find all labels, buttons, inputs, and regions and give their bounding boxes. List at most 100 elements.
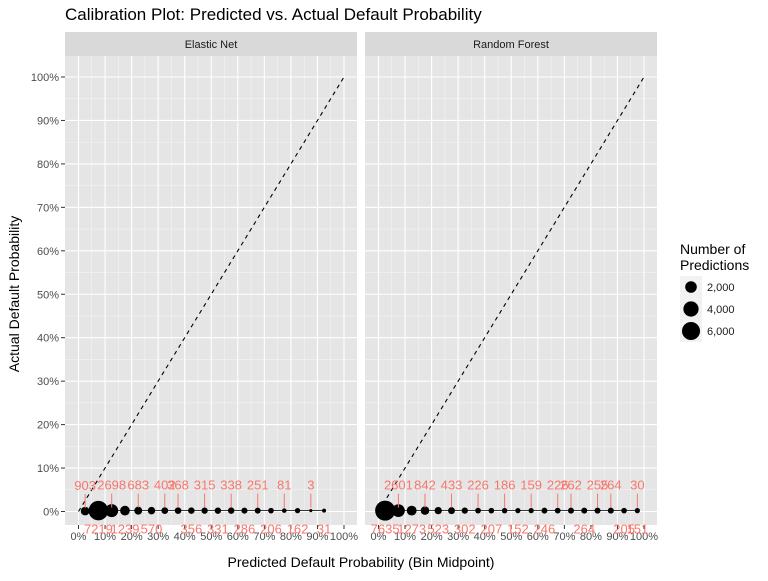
data-point — [282, 508, 287, 513]
data-label: 151 — [627, 522, 649, 537]
data-point — [475, 508, 481, 514]
legend-key-label: 2,000 — [707, 282, 735, 294]
y-tick-label: 40% — [37, 333, 59, 345]
y-tick-label: 50% — [37, 289, 59, 301]
data-point — [241, 508, 247, 514]
facet-panel: Elastic Net0%10%20%30%40%50%60%70%80%90%… — [65, 32, 358, 543]
data-point — [255, 508, 261, 514]
data-label: 570 — [141, 522, 163, 537]
data-point — [215, 507, 221, 513]
data-label: 30 — [630, 478, 644, 493]
data-label: 3 — [307, 478, 314, 493]
facet-strip-label: Random Forest — [473, 39, 549, 51]
data-label: 251 — [247, 478, 269, 493]
data-point — [541, 508, 547, 514]
data-point — [529, 508, 534, 513]
data-label: 842 — [414, 478, 436, 493]
y-tick-label: 70% — [37, 202, 59, 214]
data-point — [322, 509, 326, 513]
data-label: 31 — [317, 522, 331, 537]
data-label: 162 — [287, 522, 309, 537]
data-point — [407, 506, 417, 516]
data-point — [568, 508, 574, 514]
data-point — [595, 508, 601, 514]
y-tick-label: 0% — [43, 507, 59, 519]
data-point — [148, 507, 155, 514]
data-label: 264 — [573, 522, 595, 537]
legend-key-point — [683, 301, 698, 316]
data-point — [515, 508, 520, 513]
legend-key-point — [682, 322, 700, 340]
data-label: 81 — [277, 478, 291, 493]
data-label: 338 — [220, 478, 242, 493]
data-label: 903 — [74, 478, 96, 493]
data-point — [621, 508, 627, 514]
data-label: 264 — [600, 478, 622, 493]
data-label: 159 — [520, 478, 542, 493]
x-axis-label: Predicted Default Probability (Bin Midpo… — [228, 554, 495, 570]
y-axis-label: Actual Default Probability — [6, 216, 22, 372]
y-tick-label: 100% — [31, 72, 59, 84]
data-point — [309, 509, 312, 512]
data-label: 206 — [260, 522, 282, 537]
y-tick-label: 60% — [37, 246, 59, 258]
legend-key-label: 4,000 — [707, 304, 735, 316]
data-label: 286 — [234, 522, 256, 537]
data-point — [489, 508, 495, 514]
data-label: 246 — [534, 522, 556, 537]
data-point — [161, 507, 168, 514]
data-label: 302 — [454, 522, 476, 537]
data-point — [462, 508, 468, 514]
data-point — [120, 506, 130, 516]
y-tick-label: 10% — [37, 463, 59, 475]
data-point — [228, 507, 234, 513]
data-label: 368 — [167, 478, 189, 493]
data-point — [608, 508, 614, 514]
data-label: 262 — [560, 478, 582, 493]
data-point — [435, 507, 442, 514]
data-label: 7635 — [371, 522, 400, 537]
data-point — [555, 508, 561, 514]
data-point — [635, 508, 640, 513]
data-label: 331 — [207, 522, 229, 537]
x-tick-label: 100% — [330, 531, 358, 543]
legend-key-label: 6,000 — [707, 326, 735, 338]
x-tick-label: 70% — [553, 531, 575, 543]
chart-title: Calibration Plot: Predicted vs. Actual D… — [65, 5, 482, 24]
y-tick-label: 20% — [37, 420, 59, 432]
data-point — [502, 508, 507, 513]
legend-key-point — [685, 281, 697, 293]
data-label: 186 — [494, 478, 516, 493]
data-point — [201, 507, 207, 513]
data-label: 1239 — [111, 522, 140, 537]
data-label: 2601 — [384, 478, 413, 493]
data-label: 1273 — [397, 522, 426, 537]
y-tick-label: 90% — [37, 115, 59, 127]
data-label: 523 — [427, 522, 449, 537]
data-point — [134, 507, 142, 515]
data-point — [581, 508, 587, 514]
data-label: 207 — [480, 522, 502, 537]
y-tick-label: 80% — [37, 159, 59, 171]
data-label: 2698 — [97, 478, 126, 493]
facet-strip-label: Elastic Net — [185, 39, 238, 51]
data-label: 433 — [441, 478, 463, 493]
data-label: 683 — [127, 478, 149, 493]
y-tick-label: 30% — [37, 376, 59, 388]
data-label: 152 — [507, 522, 529, 537]
data-label: 356 — [180, 522, 202, 537]
facet-panels: 0%10%20%30%40%50%60%70%80%90%100%Elastic… — [31, 32, 658, 543]
data-point — [268, 508, 274, 514]
legend-title-line: Number of — [680, 241, 745, 257]
facet-panel: Random Forest0%10%20%30%40%50%60%70%80%9… — [365, 32, 658, 543]
data-point — [175, 507, 182, 514]
data-point — [295, 508, 300, 513]
data-point — [188, 507, 195, 514]
data-label: 315 — [194, 478, 216, 493]
data-point — [421, 506, 430, 515]
data-label: 7219 — [84, 522, 113, 537]
